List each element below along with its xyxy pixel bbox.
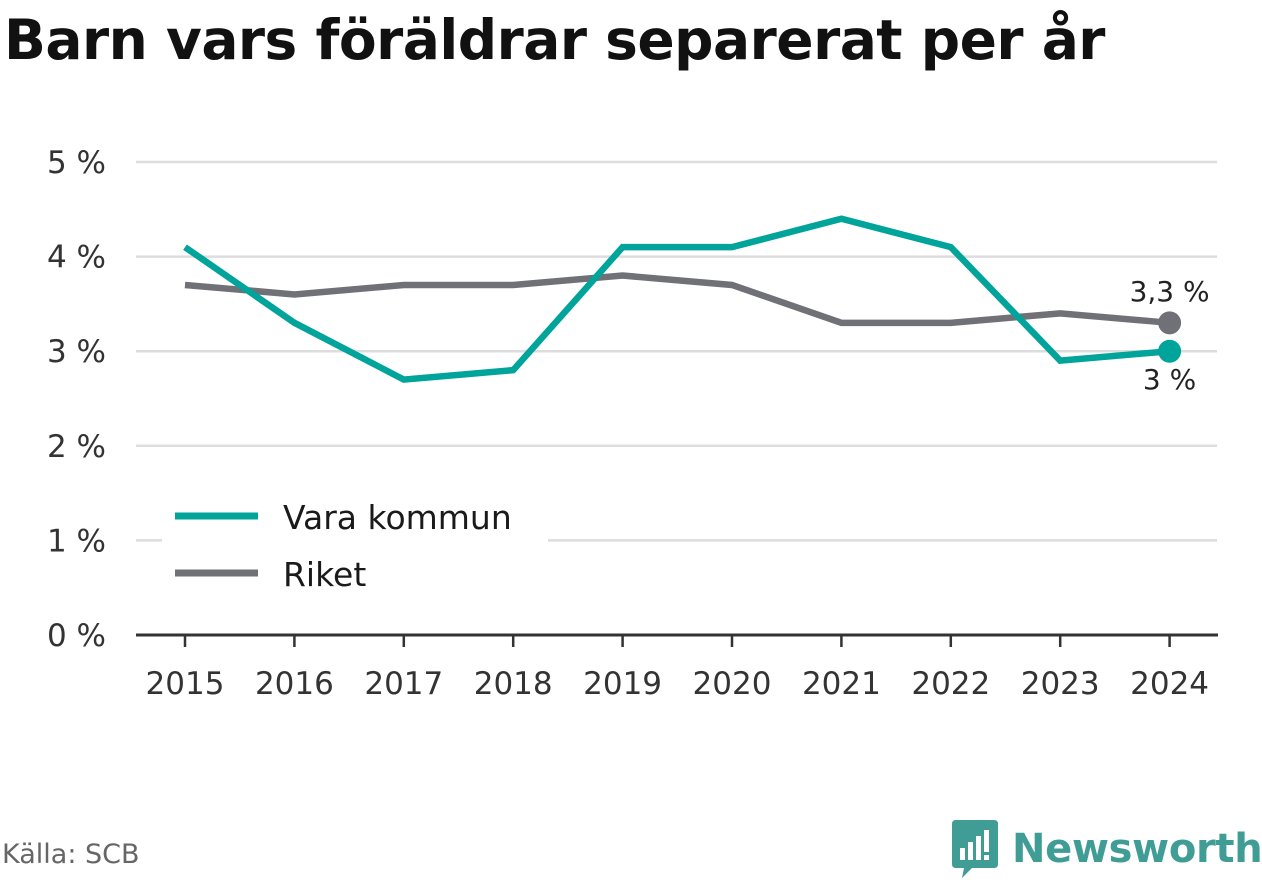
end-label-vara-kommun: 3 % bbox=[1143, 363, 1196, 396]
legend: Vara kommun Riket bbox=[162, 488, 548, 600]
newsworthy-logo: Newsworthy bbox=[950, 818, 1262, 880]
legend-background bbox=[162, 488, 548, 600]
series-lines bbox=[183, 215, 1170, 383]
x-tick-label: 2015 bbox=[146, 666, 225, 702]
series-endpoints: 3,3 % 3 % bbox=[1130, 275, 1210, 396]
y-tick-label: 4 % bbox=[47, 240, 106, 276]
y-tick-label: 3 % bbox=[47, 334, 106, 370]
series-line-vara-kommun bbox=[183, 215, 1170, 383]
chart-title: Barn vars föräldrar separerat per år bbox=[4, 8, 1105, 72]
x-tick-label: 2022 bbox=[911, 666, 990, 702]
y-tick-label: 1 % bbox=[47, 523, 106, 559]
x-tick-label: 2020 bbox=[693, 666, 772, 702]
end-label-riket: 3,3 % bbox=[1130, 275, 1210, 308]
x-tick-label: 2016 bbox=[255, 666, 334, 702]
newsworthy-logo-icon bbox=[952, 820, 998, 878]
legend-label-vara-kommun: Vara kommun bbox=[283, 498, 512, 537]
y-tick-label: 0 % bbox=[47, 618, 106, 654]
legend-label-riket: Riket bbox=[283, 555, 366, 594]
x-tick-label: 2019 bbox=[583, 666, 662, 702]
endpoint-marker-vara-kommun bbox=[1158, 339, 1182, 363]
x-tick-label: 2017 bbox=[364, 666, 443, 702]
x-tick-label: 2023 bbox=[1021, 666, 1100, 702]
x-tick-label: 2021 bbox=[802, 666, 881, 702]
source-note: Källa: SCB bbox=[2, 839, 140, 870]
y-tick-label: 2 % bbox=[47, 429, 106, 465]
x-tick-label: 2024 bbox=[1130, 666, 1209, 702]
series-line-riket bbox=[184, 272, 1170, 327]
x-tick-label: 2018 bbox=[474, 666, 553, 702]
x-axis: 2015 2016 2017 2018 2019 2020 2021 2022 2023 2024 bbox=[136, 633, 1218, 702]
newsworthy-brand-name: Newsworthy bbox=[1012, 826, 1262, 872]
line-chart: 0 %1 %2 %3 %4 %5 % 2015 2016 2017 2018 2019 2… bbox=[47, 145, 1218, 702]
y-axis-ticks: 0 % 1 % 2 % 3 % 4 % 5 % bbox=[47, 145, 106, 654]
y-tick-label: 5 % bbox=[47, 145, 106, 181]
endpoint-marker-riket bbox=[1158, 311, 1182, 335]
